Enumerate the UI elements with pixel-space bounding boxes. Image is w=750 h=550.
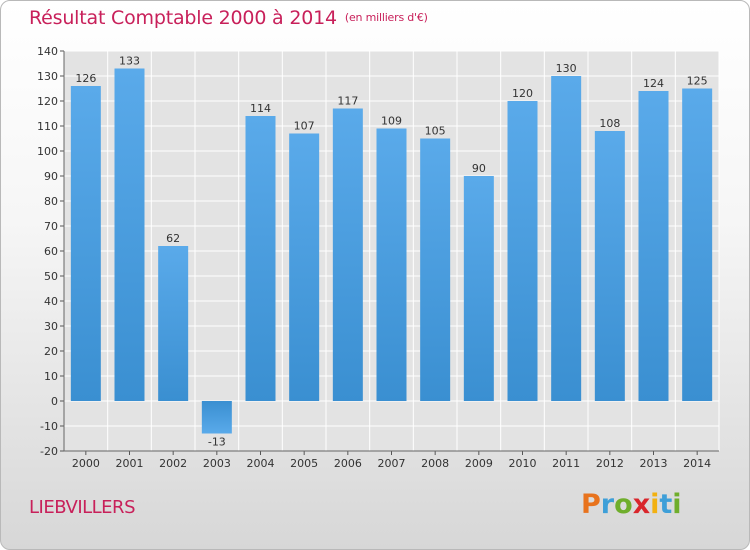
x-tick-label: 2008 (421, 457, 449, 470)
x-tick-label: 2009 (465, 457, 493, 470)
bar-value-label: 124 (643, 77, 664, 90)
bar-value-label: 114 (250, 102, 271, 115)
logo-letter: i (672, 489, 682, 520)
y-tick-label: 50 (44, 270, 58, 283)
x-tick-label: 2002 (159, 457, 187, 470)
y-tick-label: 70 (44, 220, 58, 233)
bar-value-label: 107 (294, 120, 315, 133)
x-tick-label: 2013 (640, 457, 668, 470)
bar-value-label: -13 (208, 436, 226, 449)
y-tick-label: 90 (44, 170, 58, 183)
bar-value-label: 108 (599, 117, 620, 130)
y-tick-label: 80 (44, 195, 58, 208)
bar-2008 (420, 138, 451, 401)
bar-2002 (158, 246, 189, 401)
y-tick-label: 20 (44, 345, 58, 358)
bar-2003 (201, 401, 232, 434)
logo-letter: P (581, 489, 601, 520)
proxiti-logo: Proxiti (581, 489, 682, 520)
y-tick-label: -20 (40, 445, 58, 458)
y-tick-label: 130 (37, 70, 58, 83)
y-tick-label: 60 (44, 245, 58, 258)
y-tick-label: 30 (44, 320, 58, 333)
bar-value-label: 126 (75, 72, 96, 85)
bar-2010 (507, 101, 538, 401)
x-tick-label: 2012 (596, 457, 624, 470)
chart-unit: (en milliers d'€) (344, 11, 428, 24)
bar-2013 (638, 91, 669, 401)
chart-title-text: Résultat Comptable 2000 à 2014 (29, 7, 337, 29)
logo-letter: i (650, 489, 660, 520)
x-tick-label: 2001 (116, 457, 144, 470)
y-tick-label: 0 (51, 395, 58, 408)
logo-letter: t (659, 489, 673, 520)
x-tick-label: 2006 (334, 457, 362, 470)
bar-2005 (289, 133, 320, 401)
y-tick-label: 140 (37, 45, 58, 58)
logo-letter: o (614, 489, 633, 520)
x-tick-label: 2000 (72, 457, 100, 470)
chart-title: Résultat Comptable 2000 à 2014 (en millie… (29, 7, 428, 29)
x-tick-label: 2010 (509, 457, 537, 470)
y-tick-label: 40 (44, 295, 58, 308)
bar-2014 (682, 88, 713, 401)
bar-value-label: 109 (381, 115, 402, 128)
x-tick-label: 2011 (552, 457, 580, 470)
bar-2007 (376, 128, 407, 401)
bar-value-label: 125 (687, 75, 708, 88)
bar-value-label: 117 (337, 95, 358, 108)
bar-value-label: 130 (556, 62, 577, 75)
x-tick-label: 2003 (203, 457, 231, 470)
bar-2011 (551, 76, 582, 401)
commune-name: LIEBVILLERS (29, 497, 136, 518)
y-tick-label: 100 (37, 145, 58, 158)
bar-2001 (114, 68, 145, 401)
bar-value-label: 120 (512, 87, 533, 100)
y-tick-label: -10 (40, 420, 58, 433)
bar-value-label: 133 (119, 55, 140, 68)
bar-2012 (594, 131, 625, 401)
bar-2000 (70, 86, 101, 401)
x-tick-label: 2014 (683, 457, 711, 470)
bar-value-label: 90 (472, 162, 486, 175)
y-tick-label: 110 (37, 120, 58, 133)
x-tick-label: 2005 (290, 457, 318, 470)
bar-value-label: 62 (166, 232, 180, 245)
bar-2004 (245, 116, 276, 401)
bar-value-label: 105 (425, 125, 446, 138)
bar-2009 (463, 176, 494, 401)
bar-2006 (332, 108, 363, 401)
y-tick-label: 10 (44, 370, 58, 383)
y-tick-label: 120 (37, 95, 58, 108)
logo-letter: r (600, 489, 615, 520)
x-tick-label: 2007 (378, 457, 406, 470)
x-tick-label: 2004 (247, 457, 275, 470)
logo-letter: x (632, 489, 651, 520)
